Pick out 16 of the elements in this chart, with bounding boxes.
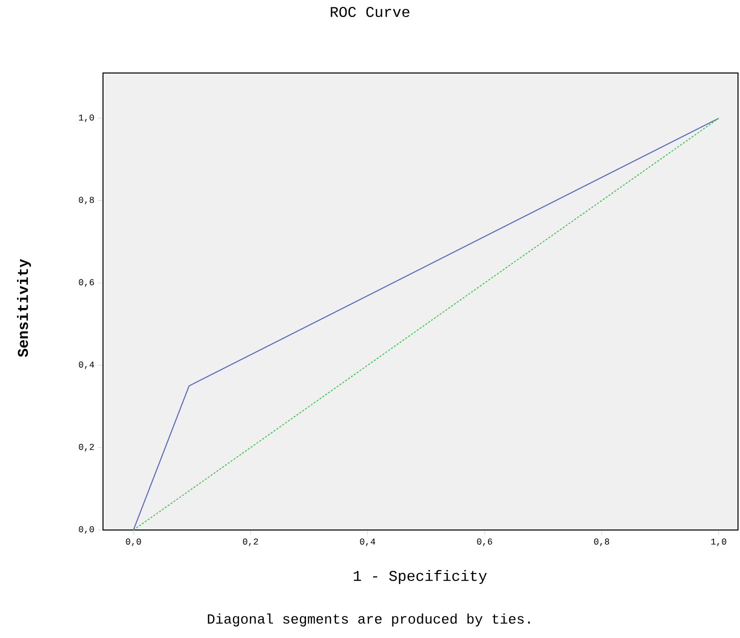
x-tick-label: 0,0 bbox=[126, 538, 141, 546]
x-tick-label: 0,4 bbox=[360, 538, 376, 546]
x-axis-title: 1 - Specificity bbox=[354, 570, 487, 584]
chart-title: ROC Curve bbox=[330, 6, 410, 18]
text: Diagonal segments are produced by ties. bbox=[208, 613, 530, 626]
x-tick-label: 0,2 bbox=[242, 538, 258, 546]
y-tick-label: 0,0 bbox=[78, 526, 94, 534]
x-tick-label: 1,0 bbox=[711, 538, 726, 546]
x-tick-label: 0,8 bbox=[594, 538, 610, 546]
y-axis-title: Sensitivity bbox=[17, 258, 31, 358]
y-tick-label: 0,8 bbox=[78, 196, 94, 204]
y-tick-label: 1,0 bbox=[78, 114, 94, 122]
y-tick-label: 0,2 bbox=[78, 444, 94, 452]
x-tick-label: 0,6 bbox=[477, 538, 492, 546]
y-tick-label: 0,4 bbox=[78, 362, 94, 370]
y-tick-label: 0,6 bbox=[78, 279, 94, 287]
